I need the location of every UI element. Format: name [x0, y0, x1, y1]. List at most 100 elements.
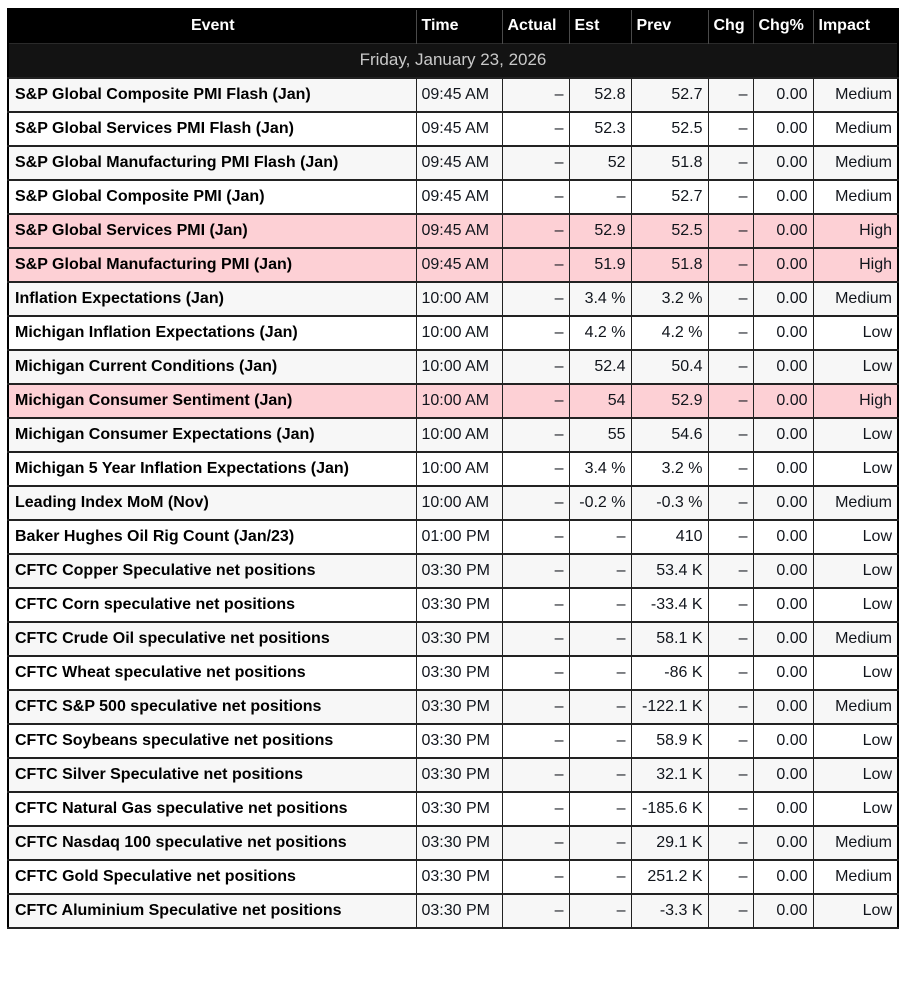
chg-value: – [707, 111, 754, 147]
impact-label: High [812, 247, 899, 283]
actual-value: – [501, 859, 570, 895]
table-row: CFTC Copper Speculative net positions 03… [7, 553, 899, 589]
chg-pct-value: 0.00 [752, 77, 814, 113]
chg-value: – [707, 859, 754, 895]
actual-value: – [501, 825, 570, 861]
col-header-prev: Prev [630, 9, 709, 43]
table-row: Baker Hughes Oil Rig Count (Jan/23) 01:0… [7, 519, 899, 555]
chg-value: – [707, 247, 754, 283]
event-name: CFTC Corn speculative net positions [7, 587, 417, 623]
chg-value: – [707, 553, 754, 589]
est-value: 54 [568, 383, 632, 419]
chg-pct-value: 0.00 [752, 723, 814, 759]
chg-pct-value: 0.00 [752, 553, 814, 589]
impact-label: Low [812, 417, 899, 453]
est-value: – [568, 689, 632, 725]
event-time: 03:30 PM [415, 689, 503, 725]
event-name: Michigan Consumer Expectations (Jan) [7, 417, 417, 453]
actual-value: – [501, 281, 570, 317]
prev-value: -122.1 K [630, 689, 709, 725]
table-row: CFTC S&P 500 speculative net positions 0… [7, 689, 899, 725]
table-row: CFTC Soybeans speculative net positions … [7, 723, 899, 759]
impact-label: Medium [812, 859, 899, 895]
prev-value: -185.6 K [630, 791, 709, 827]
chg-pct-value: 0.00 [752, 349, 814, 385]
event-name: CFTC Wheat speculative net positions [7, 655, 417, 691]
est-value: – [568, 519, 632, 555]
impact-label: Low [812, 349, 899, 385]
est-value: 52.4 [568, 349, 632, 385]
prev-value: 50.4 [630, 349, 709, 385]
actual-value: – [501, 791, 570, 827]
impact-label: Low [812, 451, 899, 487]
chg-pct-value: 0.00 [752, 179, 814, 215]
impact-label: Low [812, 655, 899, 691]
event-name: CFTC Silver Speculative net positions [7, 757, 417, 793]
event-name: S&P Global Manufacturing PMI Flash (Jan) [7, 145, 417, 181]
prev-value: 410 [630, 519, 709, 555]
chg-pct-value: 0.00 [752, 451, 814, 487]
impact-label: Medium [812, 77, 899, 113]
chg-value: – [707, 77, 754, 113]
chg-pct-value: 0.00 [752, 145, 814, 181]
chg-pct-value: 0.00 [752, 417, 814, 453]
event-time: 10:00 AM [415, 383, 503, 419]
impact-label: Medium [812, 281, 899, 317]
chg-value: – [707, 383, 754, 419]
event-time: 09:45 AM [415, 77, 503, 113]
impact-label: Low [812, 587, 899, 623]
column-header-row: Event Time Actual Est Prev Chg Chg% Impa… [7, 9, 899, 43]
col-header-time: Time [415, 9, 503, 43]
chg-value: – [707, 587, 754, 623]
prev-value: 29.1 K [630, 825, 709, 861]
event-name: Leading Index MoM (Nov) [7, 485, 417, 521]
event-name: S&P Global Composite PMI (Jan) [7, 179, 417, 215]
table-row: S&P Global Services PMI (Jan) 09:45 AM –… [7, 213, 899, 249]
impact-label: Low [812, 315, 899, 351]
impact-label: High [812, 213, 899, 249]
est-value: – [568, 621, 632, 657]
prev-value: -33.4 K [630, 587, 709, 623]
chg-value: – [707, 519, 754, 555]
event-time: 03:30 PM [415, 587, 503, 623]
event-time: 03:30 PM [415, 621, 503, 657]
date-header-row: Friday, January 23, 2026 [8, 42, 898, 78]
est-value: 52.9 [568, 213, 632, 249]
table-row: Michigan Consumer Expectations (Jan) 10:… [7, 417, 899, 453]
chg-pct-value: 0.00 [752, 281, 814, 317]
impact-label: High [812, 383, 899, 419]
calendar-rows: S&P Global Composite PMI Flash (Jan) 09:… [7, 77, 899, 929]
impact-label: Medium [812, 621, 899, 657]
actual-value: – [501, 621, 570, 657]
event-time: 09:45 AM [415, 247, 503, 283]
chg-value: – [707, 417, 754, 453]
actual-value: – [501, 723, 570, 759]
event-time: 10:00 AM [415, 485, 503, 521]
table-row: S&P Global Manufacturing PMI Flash (Jan)… [7, 145, 899, 181]
event-time: 10:00 AM [415, 315, 503, 351]
prev-value: -86 K [630, 655, 709, 691]
est-value: – [568, 655, 632, 691]
table-row: Michigan Current Conditions (Jan) 10:00 … [7, 349, 899, 385]
chg-value: – [707, 689, 754, 725]
table-row: Michigan Consumer Sentiment (Jan) 10:00 … [7, 383, 899, 419]
table-row: Inflation Expectations (Jan) 10:00 AM – … [7, 281, 899, 317]
chg-value: – [707, 757, 754, 793]
impact-label: Low [812, 791, 899, 827]
actual-value: – [501, 587, 570, 623]
chg-pct-value: 0.00 [752, 859, 814, 895]
chg-value: – [707, 723, 754, 759]
event-time: 03:30 PM [415, 825, 503, 861]
chg-value: – [707, 349, 754, 385]
event-time: 10:00 AM [415, 417, 503, 453]
table-row: CFTC Corn speculative net positions 03:3… [7, 587, 899, 623]
prev-value: 53.4 K [630, 553, 709, 589]
event-time: 09:45 AM [415, 145, 503, 181]
event-time: 03:30 PM [415, 859, 503, 895]
est-value: – [568, 179, 632, 215]
prev-value: 52.5 [630, 111, 709, 147]
impact-label: Medium [812, 145, 899, 181]
est-value: 3.4 % [568, 281, 632, 317]
event-name: CFTC Copper Speculative net positions [7, 553, 417, 589]
impact-label: Medium [812, 485, 899, 521]
